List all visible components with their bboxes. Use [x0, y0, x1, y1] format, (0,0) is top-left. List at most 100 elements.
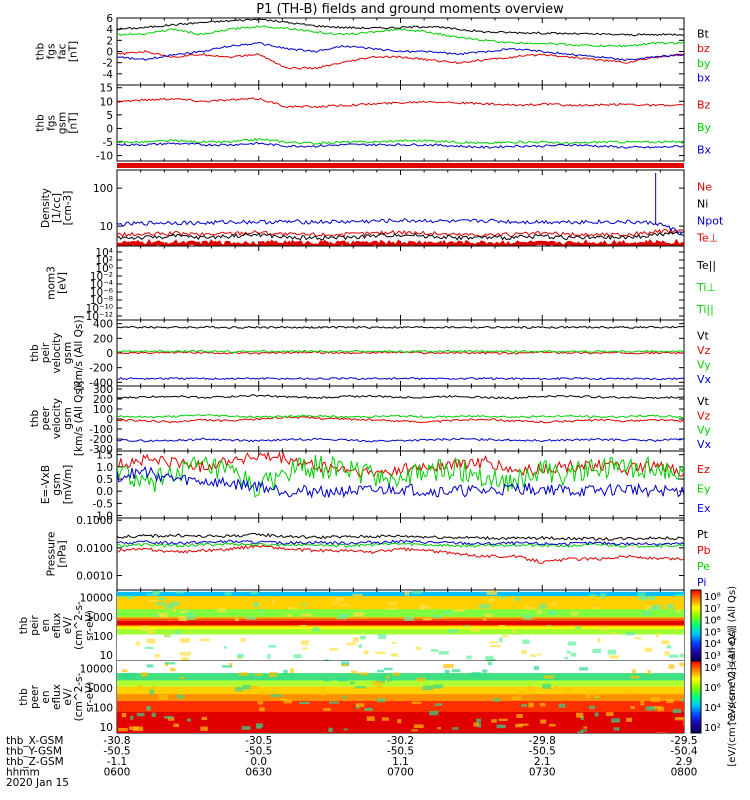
heatmap-cell — [666, 645, 672, 649]
heatmap-cell — [180, 610, 188, 614]
y-tick-label: -5 — [103, 137, 113, 149]
heatmap-cell — [377, 669, 385, 673]
y-tick-label: 0 — [106, 414, 113, 426]
heatmap-band — [117, 621, 684, 625]
heatmap-cell — [630, 675, 640, 679]
legend-entry: Ez — [697, 463, 710, 476]
heatmap-cell — [364, 707, 373, 712]
colorbar-tick-label: 10⁴ — [704, 639, 721, 650]
heatmap-cell — [136, 684, 142, 690]
series-group — [117, 97, 684, 149]
heatmap-cell — [242, 684, 252, 690]
heatmap-band — [117, 626, 684, 630]
series-line-Vt — [117, 325, 684, 329]
series-line-Vx — [117, 376, 684, 381]
heatmap-cell — [516, 714, 523, 719]
heatmap-cell — [433, 614, 441, 619]
heatmap-cell — [339, 613, 348, 619]
heatmap-cell — [121, 669, 128, 673]
y-tick-label: 10⁰ — [95, 263, 113, 275]
ylabel-line: [cm-3] — [62, 191, 74, 226]
heatmap-cell — [431, 649, 439, 652]
heatmap-cell — [589, 705, 595, 709]
heatmap-cell — [640, 700, 645, 706]
heatmap-cell — [353, 612, 364, 617]
heatmap-cell — [155, 602, 167, 605]
heatmap-cell — [452, 727, 459, 730]
heatmap-band — [117, 618, 684, 622]
heatmap-cell — [485, 655, 494, 661]
ephemeris-value: -30.8 — [103, 735, 130, 747]
series-line-bx — [117, 41, 684, 62]
y-tick-label: 10² — [95, 255, 113, 267]
ylabel-line: thb — [18, 616, 30, 634]
y-tick-label: 400 — [93, 319, 113, 331]
heatmap-cell — [318, 691, 326, 696]
legend-entry: By — [697, 121, 712, 134]
heatmap-cell — [553, 685, 558, 690]
heatmap-cell — [241, 726, 251, 730]
panel-mom_temp: mom3 [eV] 10⁴10²10⁰10⁻²10⁻⁴10⁻⁶10⁻⁸10⁻¹⁰10… — [46, 245, 716, 323]
y-tick-label: 0.0100 — [76, 543, 113, 555]
ephemeris-label: thb_X-GSM — [6, 735, 63, 747]
heatmap-cell — [589, 594, 597, 597]
heatmap-cell — [129, 715, 134, 720]
ephemeris-value: -29.8 — [529, 735, 556, 747]
heatmap-band — [117, 634, 684, 661]
heatmap-cell — [386, 678, 393, 682]
heatmap-cell — [378, 676, 384, 679]
heatmap-cell — [422, 685, 434, 691]
heatmap-cell — [199, 638, 210, 642]
y-tick-label: 10⁻⁶ — [90, 287, 113, 299]
ylabel-line: [1/cc] — [51, 193, 63, 223]
y-tick-label: 10⁻⁸ — [90, 295, 113, 307]
y-tick-label: 10 — [100, 221, 113, 233]
y-tick-label: 10000 — [80, 664, 113, 676]
heatmap-cell — [448, 629, 459, 633]
ephemeris-value: -50.5 — [245, 746, 272, 758]
legend-entry: bx — [697, 72, 711, 85]
ephemeris-value: 2.1 — [534, 756, 551, 768]
heatmap-cell — [290, 668, 294, 674]
ylabel-line: fac — [57, 43, 69, 59]
heatmap-cell — [411, 590, 422, 595]
heatmap-cell — [217, 607, 227, 613]
series-group — [117, 18, 684, 70]
colorbar-rect — [690, 589, 702, 662]
heatmap-band — [117, 616, 684, 621]
legend-entry: Ex — [697, 502, 711, 515]
heatmap-cell — [267, 654, 271, 659]
heatmap-cell — [337, 678, 345, 681]
heatmap-cell — [666, 604, 674, 609]
y-tick-label: 2 — [106, 35, 113, 47]
panel-frame — [116, 84, 685, 162]
heatmap-cell — [657, 706, 665, 712]
heatmap-cell — [352, 593, 363, 597]
ylabel-line: gsm — [62, 342, 74, 364]
colorbar-tick-label: 10⁸ — [704, 592, 721, 603]
series-line-Vx — [117, 437, 684, 443]
heatmap-cell — [283, 699, 292, 704]
heatmap-cell — [622, 690, 632, 694]
heatmap-cell — [147, 629, 154, 634]
heatmap-cell — [163, 604, 175, 609]
y-tick-label: 100 — [93, 183, 113, 195]
colorbar-tick-label: 10⁷ — [704, 604, 721, 615]
heatmap-cell — [683, 720, 684, 726]
y-tick-label: -400 — [89, 377, 113, 389]
heatmap-cell — [258, 691, 270, 695]
heatmap-cell — [346, 642, 357, 646]
heatmap-cell — [533, 665, 540, 670]
heatmap-cell — [158, 694, 169, 700]
heatmap-cell — [540, 719, 547, 724]
legend-entry: Pi — [697, 576, 706, 589]
heatmap-band — [117, 629, 684, 635]
heatmap-band — [117, 694, 684, 702]
heatmap-cell — [253, 602, 260, 608]
heatmap-cell — [342, 695, 347, 699]
heatmap-cell — [586, 693, 590, 699]
ephemeris-value: -50.4 — [670, 746, 697, 758]
heatmap-cell — [489, 658, 496, 661]
heatmap-cell — [358, 644, 363, 648]
